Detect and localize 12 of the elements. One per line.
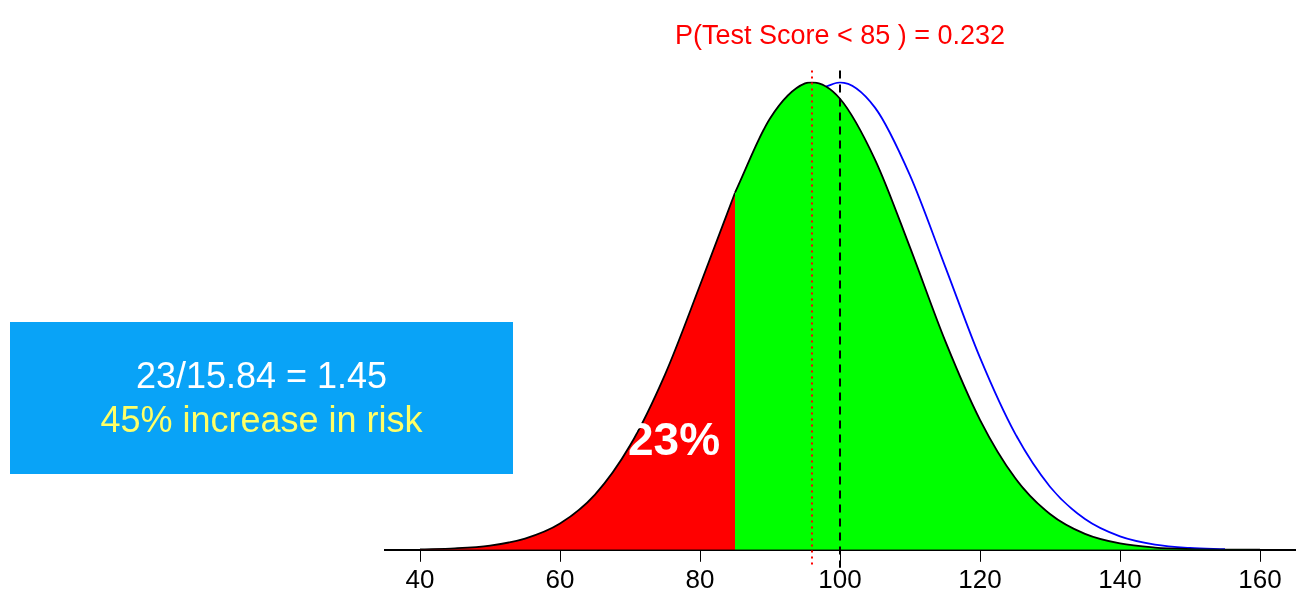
x-tick-label: 80 bbox=[685, 563, 715, 594]
callout-box: 23/15.84 = 1.45 45% increase in risk bbox=[10, 322, 513, 474]
x-tick-label: 60 bbox=[545, 563, 575, 594]
annotation: 23% bbox=[628, 412, 722, 466]
x-tick-label: 120 bbox=[958, 563, 1002, 594]
annotation: 45% increase in risk bbox=[100, 398, 423, 442]
x-tick-label: 140 bbox=[1098, 563, 1142, 594]
x-tick-label: 100 bbox=[818, 563, 862, 594]
chart-title: P(Test Score < 85 ) = 0.232 bbox=[674, 19, 1006, 50]
x-tick-label: 40 bbox=[405, 563, 435, 594]
annotation: 23/15.84 = 1.45 bbox=[135, 354, 388, 398]
x-tick-label: 160 bbox=[1238, 563, 1282, 594]
